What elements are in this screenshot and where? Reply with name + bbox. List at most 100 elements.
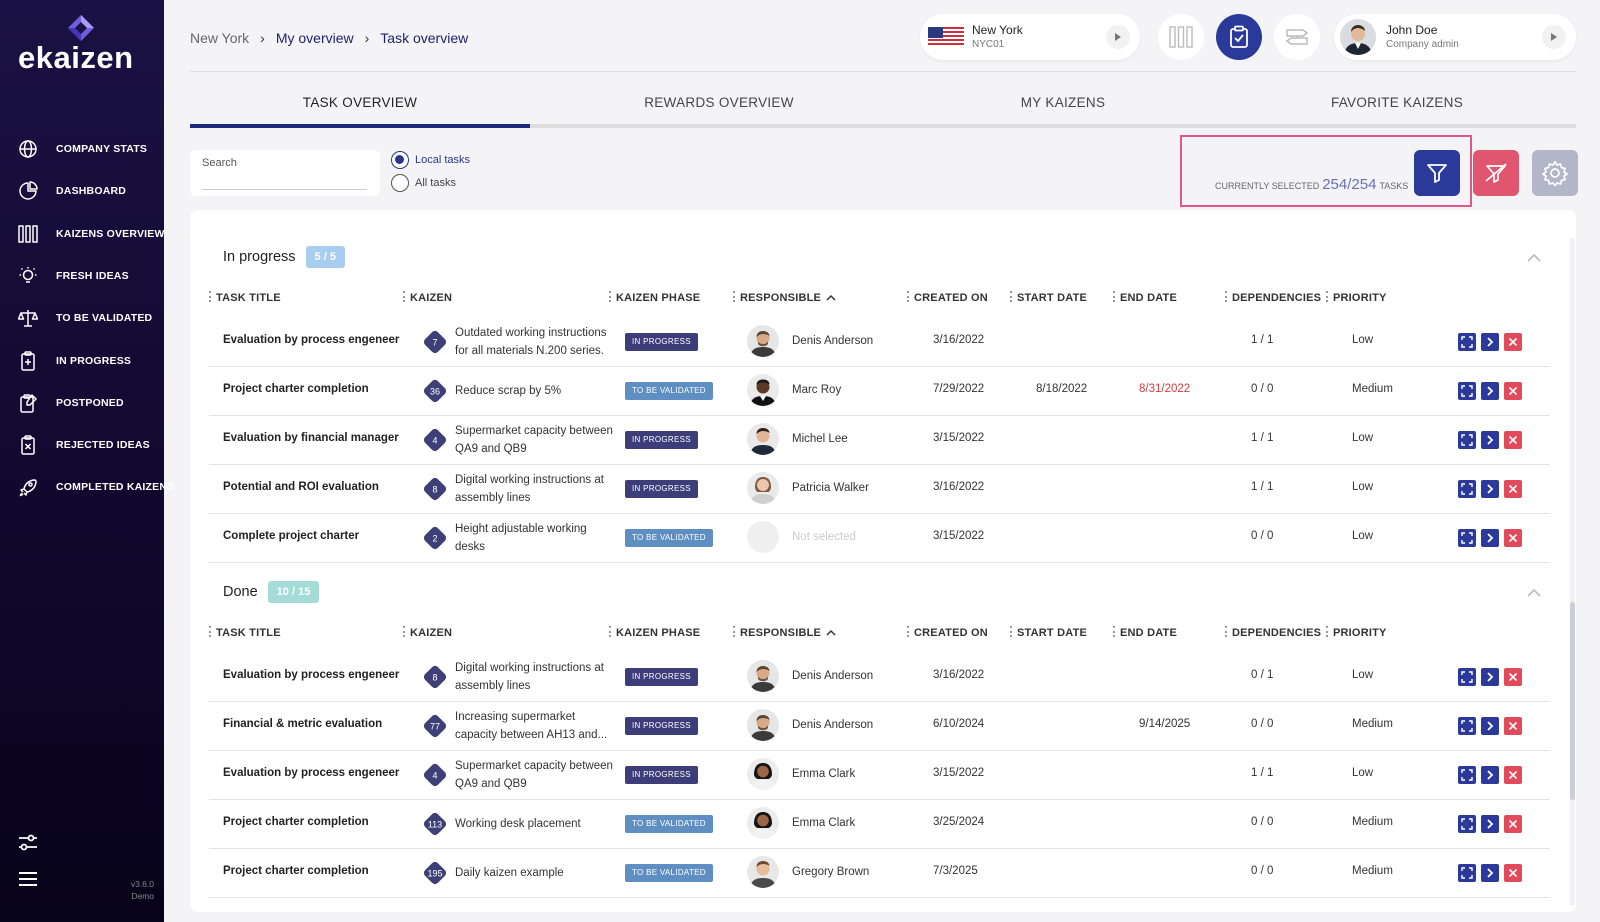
kaizen-name[interactable]: Outdated working instructions for all ma… [455, 327, 607, 357]
column-header-dependencies[interactable]: DEPENDENCIES [1225, 626, 1321, 639]
tab-rewards-overview[interactable]: REWARDS OVERVIEW [530, 90, 908, 128]
column-header-responsible[interactable]: RESPONSIBLE [733, 291, 836, 304]
drag-handle-icon[interactable] [209, 291, 211, 302]
responsible-name[interactable]: Not selected [792, 531, 856, 543]
expand-task-button[interactable] [1458, 480, 1476, 498]
delete-task-button[interactable] [1504, 766, 1522, 784]
table-row[interactable]: Evaluation by financial manager 4 Supermar… [209, 415, 1550, 465]
column-header-created-on[interactable]: CREATED ON [907, 291, 988, 304]
sidebar-item-company-stats[interactable]: COMPANY STATS [0, 129, 164, 169]
open-task-button[interactable] [1481, 529, 1499, 547]
responsible-name[interactable]: Marc Roy [792, 384, 842, 396]
column-header-end-date[interactable]: END DATE [1113, 626, 1177, 639]
table-row[interactable]: Project charter completion 113 Working des… [209, 799, 1550, 849]
sidebar-item-rejected-ideas[interactable]: REJECTED IDEAS [0, 425, 164, 465]
column-header-priority[interactable]: PRIORITY [1326, 626, 1387, 639]
delete-task-button[interactable] [1504, 382, 1522, 400]
table-row[interactable]: Complete project charter 2 Height adjustab… [209, 513, 1550, 563]
column-header-task-title[interactable]: TASK TITLE [209, 626, 281, 639]
column-header-kaizen[interactable]: KAIZEN [403, 626, 452, 639]
drag-handle-icon[interactable] [1010, 291, 1012, 302]
chevron-up-icon[interactable] [1526, 253, 1542, 263]
kaizen-name[interactable]: Reduce scrap by 5% [455, 385, 562, 397]
drag-handle-icon[interactable] [209, 626, 211, 637]
responsible-name[interactable]: Emma Clark [792, 768, 856, 780]
open-task-button[interactable] [1481, 382, 1499, 400]
breadcrumb-item-location[interactable]: New York [190, 30, 250, 46]
task-title[interactable]: Evaluation by process engeneer [223, 767, 400, 779]
location-selector[interactable]: New York NYC01 [920, 14, 1140, 60]
task-title[interactable]: Evaluation by process engeneer [223, 334, 400, 346]
kaizen-name[interactable]: Height adjustable working desks [455, 523, 587, 553]
kaizen-name[interactable]: Digital working instructions at assembly… [455, 474, 604, 504]
open-task-button[interactable] [1481, 668, 1499, 686]
open-task-button[interactable] [1481, 864, 1499, 882]
drag-handle-icon[interactable] [1225, 626, 1227, 637]
sidebar-item-in-progress[interactable]: IN PROGRESS [0, 341, 164, 381]
kaizen-name[interactable]: Working desk placement [455, 818, 581, 830]
responsible-name[interactable]: Michel Lee [792, 433, 848, 445]
signpost-button[interactable] [1274, 14, 1320, 60]
task-title[interactable]: Complete project charter [223, 530, 360, 542]
task-overview-button[interactable] [1216, 14, 1262, 60]
delete-task-button[interactable] [1504, 717, 1522, 735]
kaizen-name[interactable]: Supermarket capacity between QA9 and QB9 [455, 760, 613, 790]
open-task-button[interactable] [1481, 717, 1499, 735]
open-task-button[interactable] [1481, 815, 1499, 833]
tab-task-overview[interactable]: TASK OVERVIEW [190, 90, 530, 128]
kaizen-name[interactable]: Digital working instructions at assembly… [455, 662, 604, 692]
expand-task-button[interactable] [1458, 382, 1476, 400]
column-header-start-date[interactable]: START DATE [1010, 626, 1087, 639]
drag-handle-icon[interactable] [907, 291, 909, 302]
scrollbar-track[interactable] [1570, 238, 1575, 906]
delete-task-button[interactable] [1504, 864, 1522, 882]
open-task-button[interactable] [1481, 431, 1499, 449]
filter-button[interactable] [1414, 150, 1460, 196]
column-header-responsible[interactable]: RESPONSIBLE [733, 626, 836, 639]
task-title[interactable]: Evaluation by process engeneer [223, 669, 400, 681]
table-row[interactable]: Project charter completion 36 Reduce scrap… [209, 366, 1550, 416]
sort-ascending-icon[interactable] [826, 294, 836, 301]
drag-handle-icon[interactable] [1326, 626, 1328, 637]
expand-task-button[interactable] [1458, 815, 1476, 833]
expand-task-button[interactable] [1458, 333, 1476, 351]
column-header-kaizen-phase[interactable]: KAIZEN PHASE [609, 291, 700, 304]
user-profile[interactable]: John Doe Company admin [1334, 14, 1576, 60]
sidebar-item-postponed[interactable]: POSTPONED [0, 383, 164, 423]
ekaizen-logo[interactable]: ekaizen [18, 14, 148, 76]
task-title[interactable]: Potential and ROI evaluation [223, 481, 379, 493]
kaizen-name[interactable]: Daily kaizen example [455, 867, 564, 879]
radio-local-tasks[interactable]: Local tasks [391, 151, 470, 169]
search-input[interactable] [202, 172, 367, 190]
task-title[interactable]: Project charter completion [223, 383, 369, 395]
delete-task-button[interactable] [1504, 480, 1522, 498]
drag-handle-icon[interactable] [403, 291, 405, 302]
expand-task-button[interactable] [1458, 668, 1476, 686]
table-row[interactable]: Evaluation by process engeneer 4 Supermark… [209, 750, 1550, 800]
delete-task-button[interactable] [1504, 431, 1522, 449]
breadcrumb-item-my-overview[interactable]: My overview [275, 30, 354, 46]
column-header-task-title[interactable]: TASK TITLE [209, 291, 281, 304]
radio-all-tasks[interactable]: All tasks [391, 174, 456, 192]
column-header-dependencies[interactable]: DEPENDENCIES [1225, 291, 1321, 304]
expand-task-button[interactable] [1458, 717, 1476, 735]
column-header-kaizen-phase[interactable]: KAIZEN PHASE [609, 626, 700, 639]
open-task-button[interactable] [1481, 766, 1499, 784]
tab-favorite-kaizens[interactable]: FAVORITE KAIZENS [1218, 90, 1576, 128]
drag-handle-icon[interactable] [609, 626, 611, 637]
kaizen-name[interactable]: Supermarket capacity between QA9 and QB9 [455, 425, 613, 455]
drag-handle-icon[interactable] [403, 626, 405, 637]
delete-task-button[interactable] [1504, 333, 1522, 351]
scrollbar-thumb[interactable] [1570, 602, 1575, 800]
drag-handle-icon[interactable] [1326, 291, 1328, 302]
drag-handle-icon[interactable] [1010, 626, 1012, 637]
drag-handle-icon[interactable] [609, 291, 611, 302]
column-header-start-date[interactable]: START DATE [1010, 291, 1087, 304]
sidebar-item-completed-kaizens[interactable]: COMPLETED KAIZENS [0, 467, 174, 507]
expand-task-button[interactable] [1458, 431, 1476, 449]
responsible-name[interactable]: Patricia Walker [792, 482, 869, 494]
task-title[interactable]: Evaluation by financial manager [223, 432, 399, 444]
expand-task-button[interactable] [1458, 864, 1476, 882]
column-header-kaizen[interactable]: KAIZEN [403, 291, 452, 304]
column-header-end-date[interactable]: END DATE [1113, 291, 1177, 304]
